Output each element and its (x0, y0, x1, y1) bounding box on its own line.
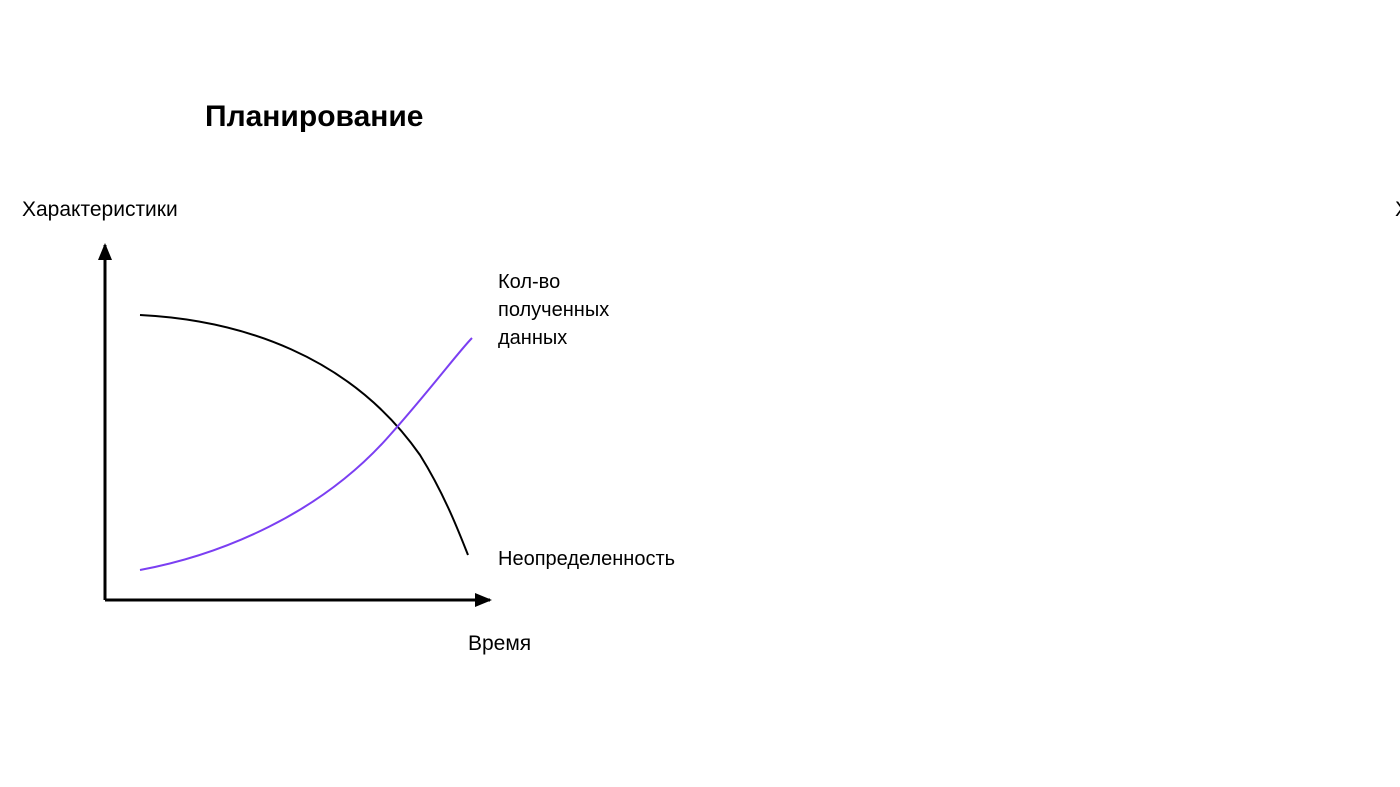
y-axis-label-right: Характеристики (1395, 198, 1400, 222)
curve-label-data-left: Кол-вополученныхданных (498, 268, 609, 352)
chart-left (90, 235, 500, 620)
panel-experiment: Экспериментирование Характеристики Время… (700, 0, 1400, 787)
diagram-container: Планирование Характеристики Время Кол-во… (0, 0, 1400, 787)
panel-planning: Планирование Характеристики Время Кол-во… (0, 0, 700, 787)
y-axis-label-left: Характеристики (22, 198, 178, 222)
title-planning: Планирование (205, 100, 424, 134)
curve-label-uncertainty-left: Неопределенность (498, 545, 675, 573)
x-axis-label-left: Время (468, 632, 531, 656)
